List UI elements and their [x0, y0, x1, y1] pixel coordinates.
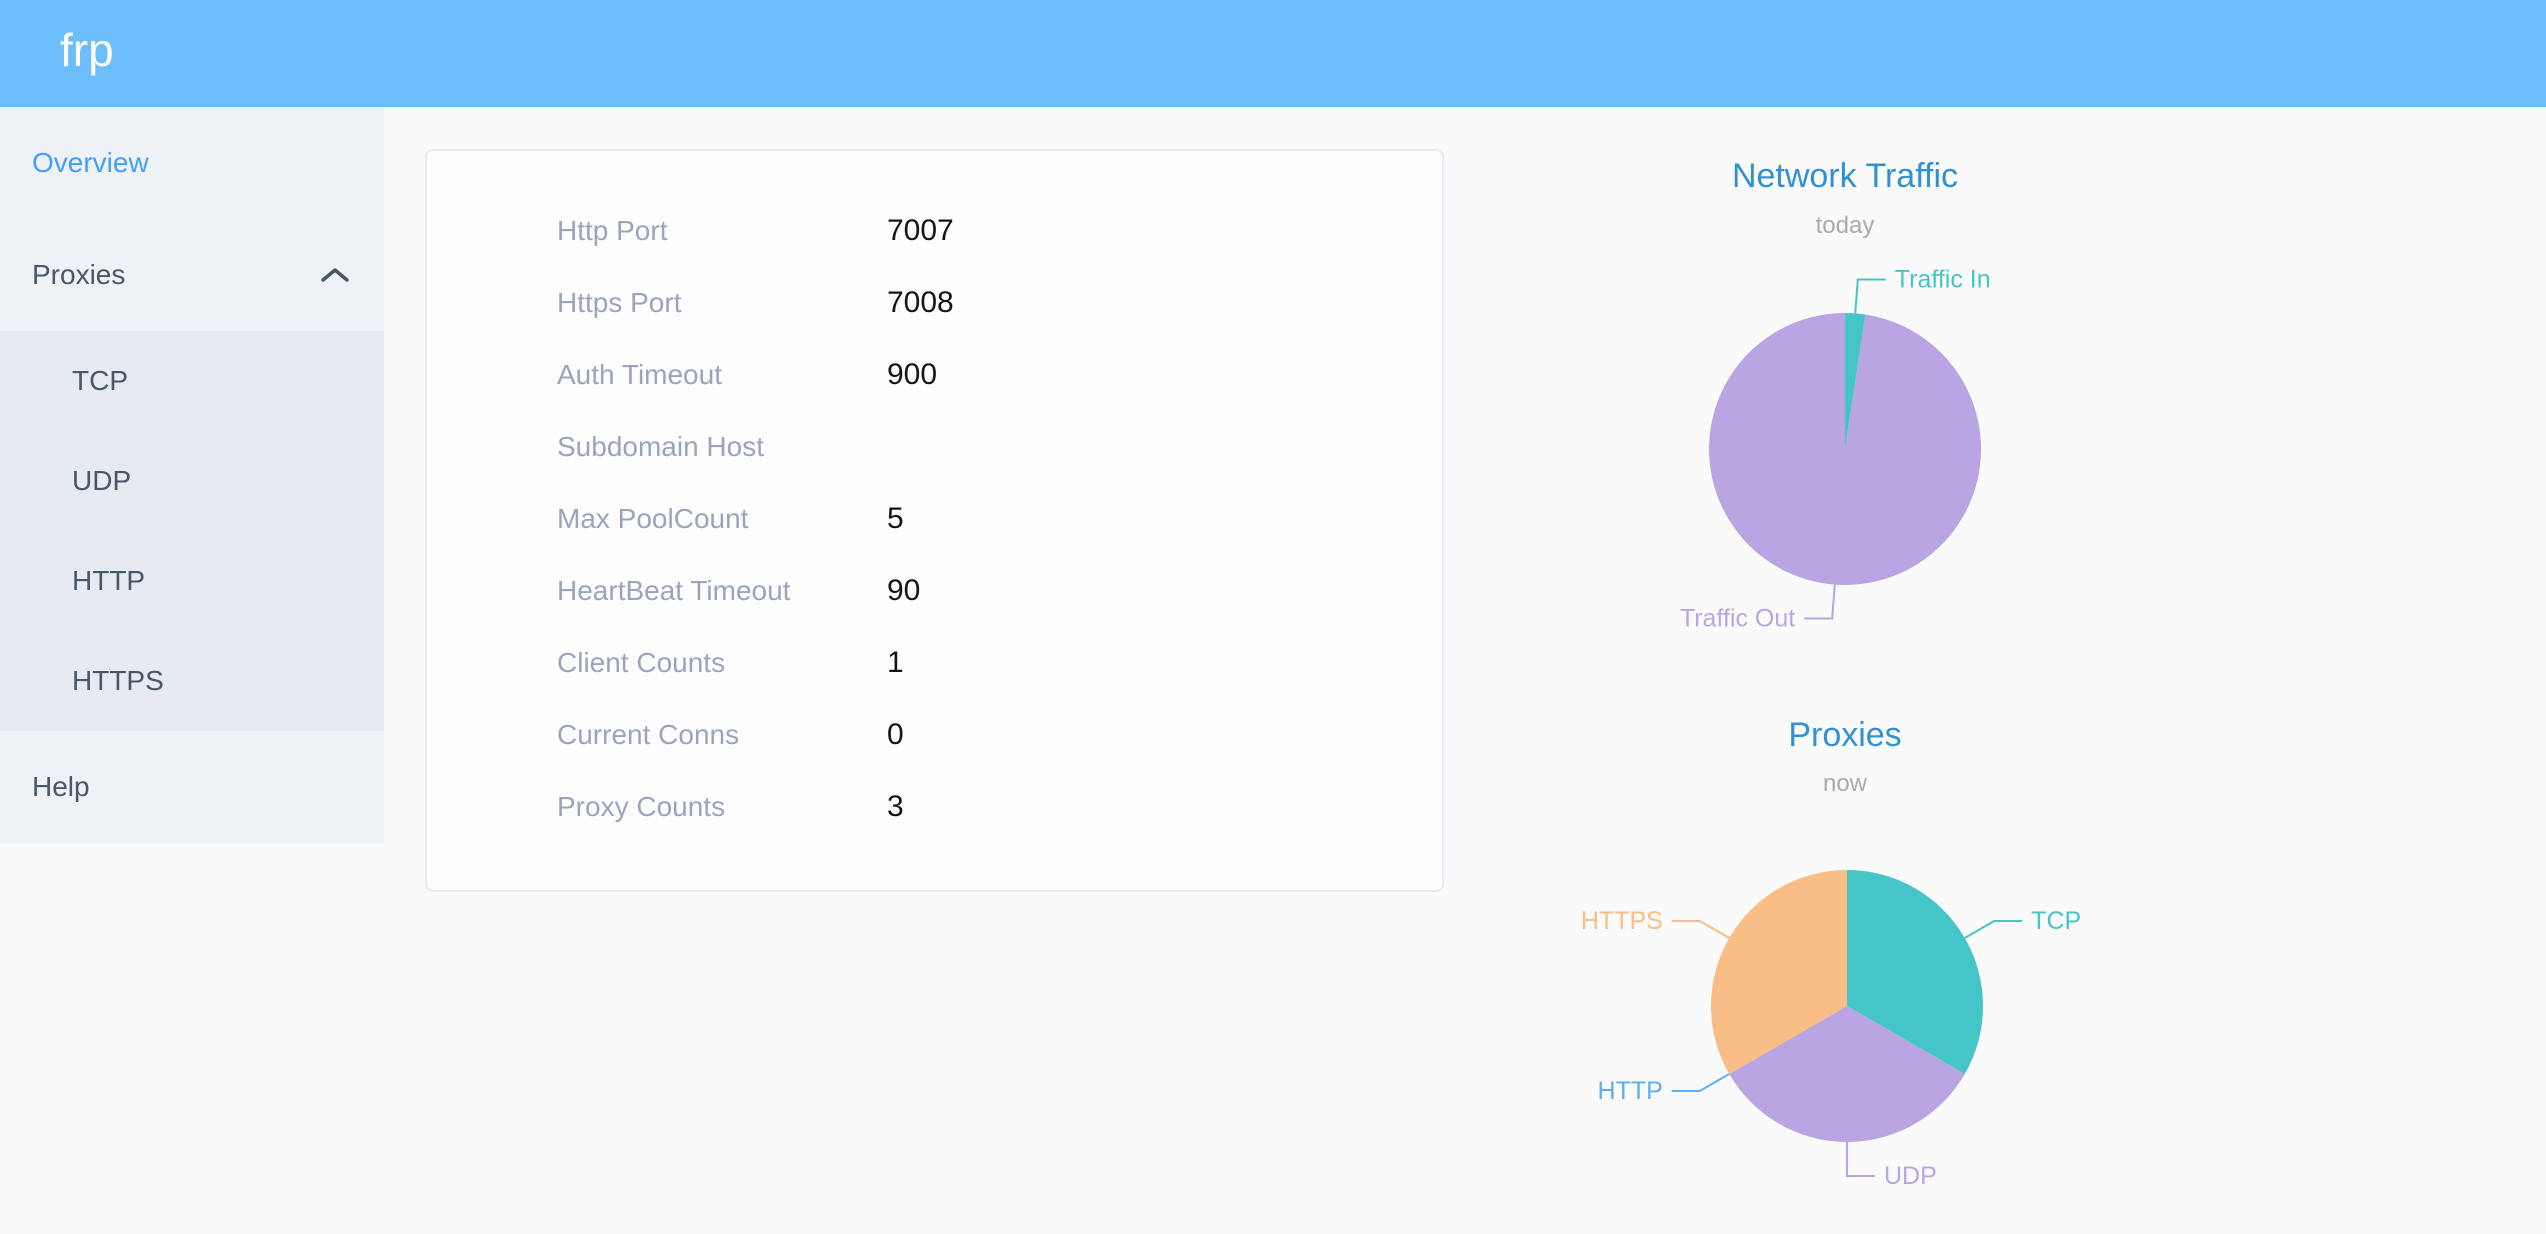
server-info-rows: Http Port 7007 Https Port 7008 Auth Timeout 9… — [427, 151, 1442, 843]
app-header: frp — [0, 0, 2546, 107]
network-traffic-chart-title: Network Traffic — [1731, 157, 1959, 195]
sidebar-item-proxies[interactable]: Proxies — [0, 219, 384, 331]
pie-label-traffic-in: Traffic In — [1895, 266, 1991, 294]
overview-row-label: Https Port — [557, 287, 682, 318]
proxies-chart-subtitle: now — [1822, 770, 1868, 797]
pie-label-https: HTTPS — [1581, 907, 1663, 935]
overview-row: Proxy Counts 3 — [427, 771, 1442, 843]
pie-label-line-https — [1671, 920, 1730, 939]
pie-label-udp: UDP — [1884, 1162, 1937, 1190]
pie-slice-udp[interactable] — [1729, 1006, 1965, 1143]
sidebar-item-help[interactable]: Help — [0, 731, 384, 843]
pie-label-tcp: TCP — [2031, 907, 2081, 935]
sidebar-item-label: HTTP — [72, 565, 146, 596]
pie-slice-traffic-in[interactable] — [1845, 313, 1866, 449]
sidebar-item-label: HTTPS — [72, 665, 164, 696]
overview-row: Subdomain Host — [427, 411, 1442, 483]
proxies-chart-title: Proxies — [1788, 716, 1902, 754]
overview-row-label: Auth Timeout — [557, 359, 722, 390]
overview-row-value: 7007 — [887, 214, 954, 247]
overview-row-label: Max PoolCount — [557, 503, 749, 534]
sidebar-item-label: Proxies — [32, 259, 126, 290]
overview-row-value: 3 — [887, 790, 904, 823]
pie-slice-tcp[interactable] — [1847, 870, 1984, 1074]
overview-row-label: Proxy Counts — [557, 791, 726, 822]
server-info-card: Http Port 7007 Https Port 7008 Auth Timeout 9… — [425, 149, 1444, 892]
sidebar-item-tcp[interactable]: TCP — [0, 331, 384, 431]
network-traffic-chart-subtitle: today — [1815, 212, 1875, 239]
pie-label-line-http — [1671, 1073, 1730, 1092]
overview-row-label: Client Counts — [557, 647, 726, 678]
pie-label-http: HTTP — [1598, 1077, 1663, 1105]
overview-row-label: Subdomain Host — [557, 431, 765, 462]
app-logo: frp — [60, 24, 114, 76]
pie-label-traffic-out: Traffic Out — [1680, 605, 1795, 633]
overview-row: HeartBeat Timeout 90 — [427, 555, 1442, 627]
proxies-pie-chart: TCP UDP HTTP HTTPS — [1581, 870, 2081, 1190]
pie-label-line-udp — [1846, 1142, 1875, 1177]
sidebar-submenu-proxies: TCP UDP HTTP HTTPS — [0, 331, 384, 731]
overview-row: Client Counts 1 — [427, 627, 1442, 699]
chevron-up-icon — [321, 268, 349, 282]
overview-row-label: HeartBeat Timeout — [557, 575, 791, 606]
overview-row: Current Conns 0 — [427, 699, 1442, 771]
sidebar-item-https[interactable]: HTTPS — [0, 631, 384, 731]
overview-row: Auth Timeout 900 — [427, 339, 1442, 411]
overview-row-value: 900 — [887, 358, 938, 391]
sidebar-item-label: UDP — [72, 465, 132, 496]
pie-label-line-traffic-in — [1854, 278, 1886, 314]
overview-row: Max PoolCount 5 — [427, 483, 1442, 555]
overview-row-value: 1 — [887, 646, 904, 679]
overview-row-label: Http Port — [557, 215, 668, 246]
overview-row-value: 0 — [887, 718, 904, 751]
pie-slice-https[interactable] — [1710, 870, 1847, 1074]
sidebar: Overview Proxies TCP UDP HTTP HTTPS Help — [0, 107, 384, 843]
sidebar-item-http[interactable]: HTTP — [0, 531, 384, 631]
overview-row: Http Port 7007 — [427, 195, 1442, 267]
overview-row-label: Current Conns — [557, 719, 740, 750]
overview-row-value: 7008 — [887, 286, 954, 319]
overview-row-value: 5 — [887, 502, 904, 535]
sidebar-item-overview[interactable]: Overview — [0, 107, 384, 219]
pie-label-line-tcp — [1964, 920, 2023, 939]
pie-label-line-traffic-out — [1804, 584, 1836, 620]
sidebar-item-label: Overview — [32, 147, 149, 178]
overview-row: Https Port 7008 — [427, 267, 1442, 339]
network-traffic-pie-chart: Traffic In Traffic Out — [1680, 266, 1991, 633]
overview-row-value: 90 — [887, 574, 921, 607]
sidebar-item-udp[interactable]: UDP — [0, 431, 384, 531]
sidebar-item-label: TCP — [72, 365, 128, 396]
pie-slice-traffic-out[interactable] — [1709, 313, 1982, 585]
sidebar-item-label: Help — [32, 771, 90, 802]
